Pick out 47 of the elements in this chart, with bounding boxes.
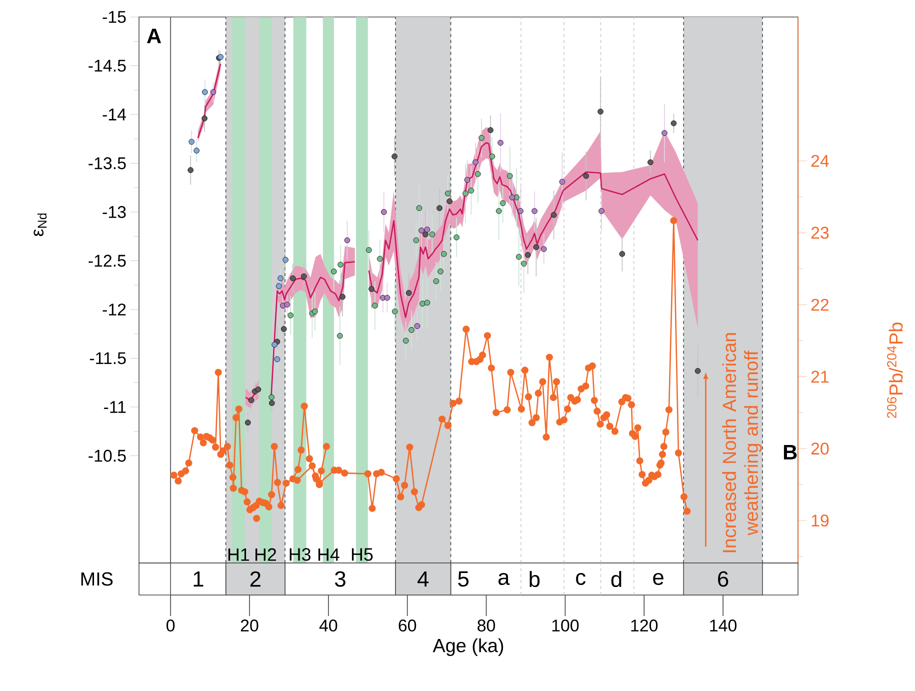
series-label: 4 xyxy=(418,571,429,587)
x-tick-label: 120 xyxy=(631,620,658,632)
annotation: c xyxy=(576,572,586,586)
x-tick-label: 140 xyxy=(710,620,737,632)
annotation: Increased North American weathering and runoff xyxy=(722,333,762,552)
y2-tick-label: 22 xyxy=(811,298,829,311)
series-label: 3 xyxy=(334,571,346,587)
series-label: 6 xyxy=(718,571,728,587)
annotation: a xyxy=(498,572,510,586)
x-tick-label: 80 xyxy=(478,620,496,632)
band-label: H5 xyxy=(352,548,373,561)
annotation: b xyxy=(530,570,540,588)
y-tick-label: -14.5 xyxy=(88,60,126,72)
y-tick-label: -13.5 xyxy=(88,157,126,170)
annotation: 5 xyxy=(458,571,469,587)
y-tick-label: -10.5 xyxy=(88,450,126,462)
x-tick-label: 60 xyxy=(398,620,416,632)
band-label: H3 xyxy=(290,548,310,561)
y-tick-label: -12.5 xyxy=(88,254,126,267)
y2-tick-label: 20 xyxy=(811,442,829,455)
y2-tick-label: 21 xyxy=(811,370,829,383)
y2-tick-label: 24 xyxy=(811,154,829,167)
x-tick-label: 0 xyxy=(166,620,175,632)
annotation: d xyxy=(611,570,622,588)
series-label: 2 xyxy=(250,571,260,587)
band-label: H4 xyxy=(318,548,340,561)
annotation: e xyxy=(653,572,664,586)
x-tick-label: 100 xyxy=(552,620,579,632)
y-tick-label: -11.5 xyxy=(90,352,126,364)
y-tick-label: -11 xyxy=(104,401,126,413)
annotation: B xyxy=(784,444,797,460)
y2-tick-label: 19 xyxy=(812,514,829,527)
y-tick-label: -13 xyxy=(102,206,126,218)
annotation: A xyxy=(146,28,162,44)
y2-tick-label: 23 xyxy=(811,226,829,239)
x-tick-label: 20 xyxy=(240,620,258,632)
y-tick-label: MIS xyxy=(81,572,113,586)
series-label: 1 xyxy=(194,571,204,587)
x-tick-label: 40 xyxy=(319,620,338,632)
x-axis-title: Age (ka) xyxy=(432,638,504,656)
band-label: H1 xyxy=(228,548,250,561)
y-tick-label: -14 xyxy=(102,108,126,120)
y-tick-label: -15 xyxy=(102,11,126,23)
y-tick-label: -12 xyxy=(102,304,126,316)
band-label: H2 xyxy=(255,548,276,561)
y-axis-title: ε$_{Nd}$ xyxy=(34,214,47,236)
y2-axis-title: $^{206}$Pb/$^{204}$Pb xyxy=(887,322,903,418)
